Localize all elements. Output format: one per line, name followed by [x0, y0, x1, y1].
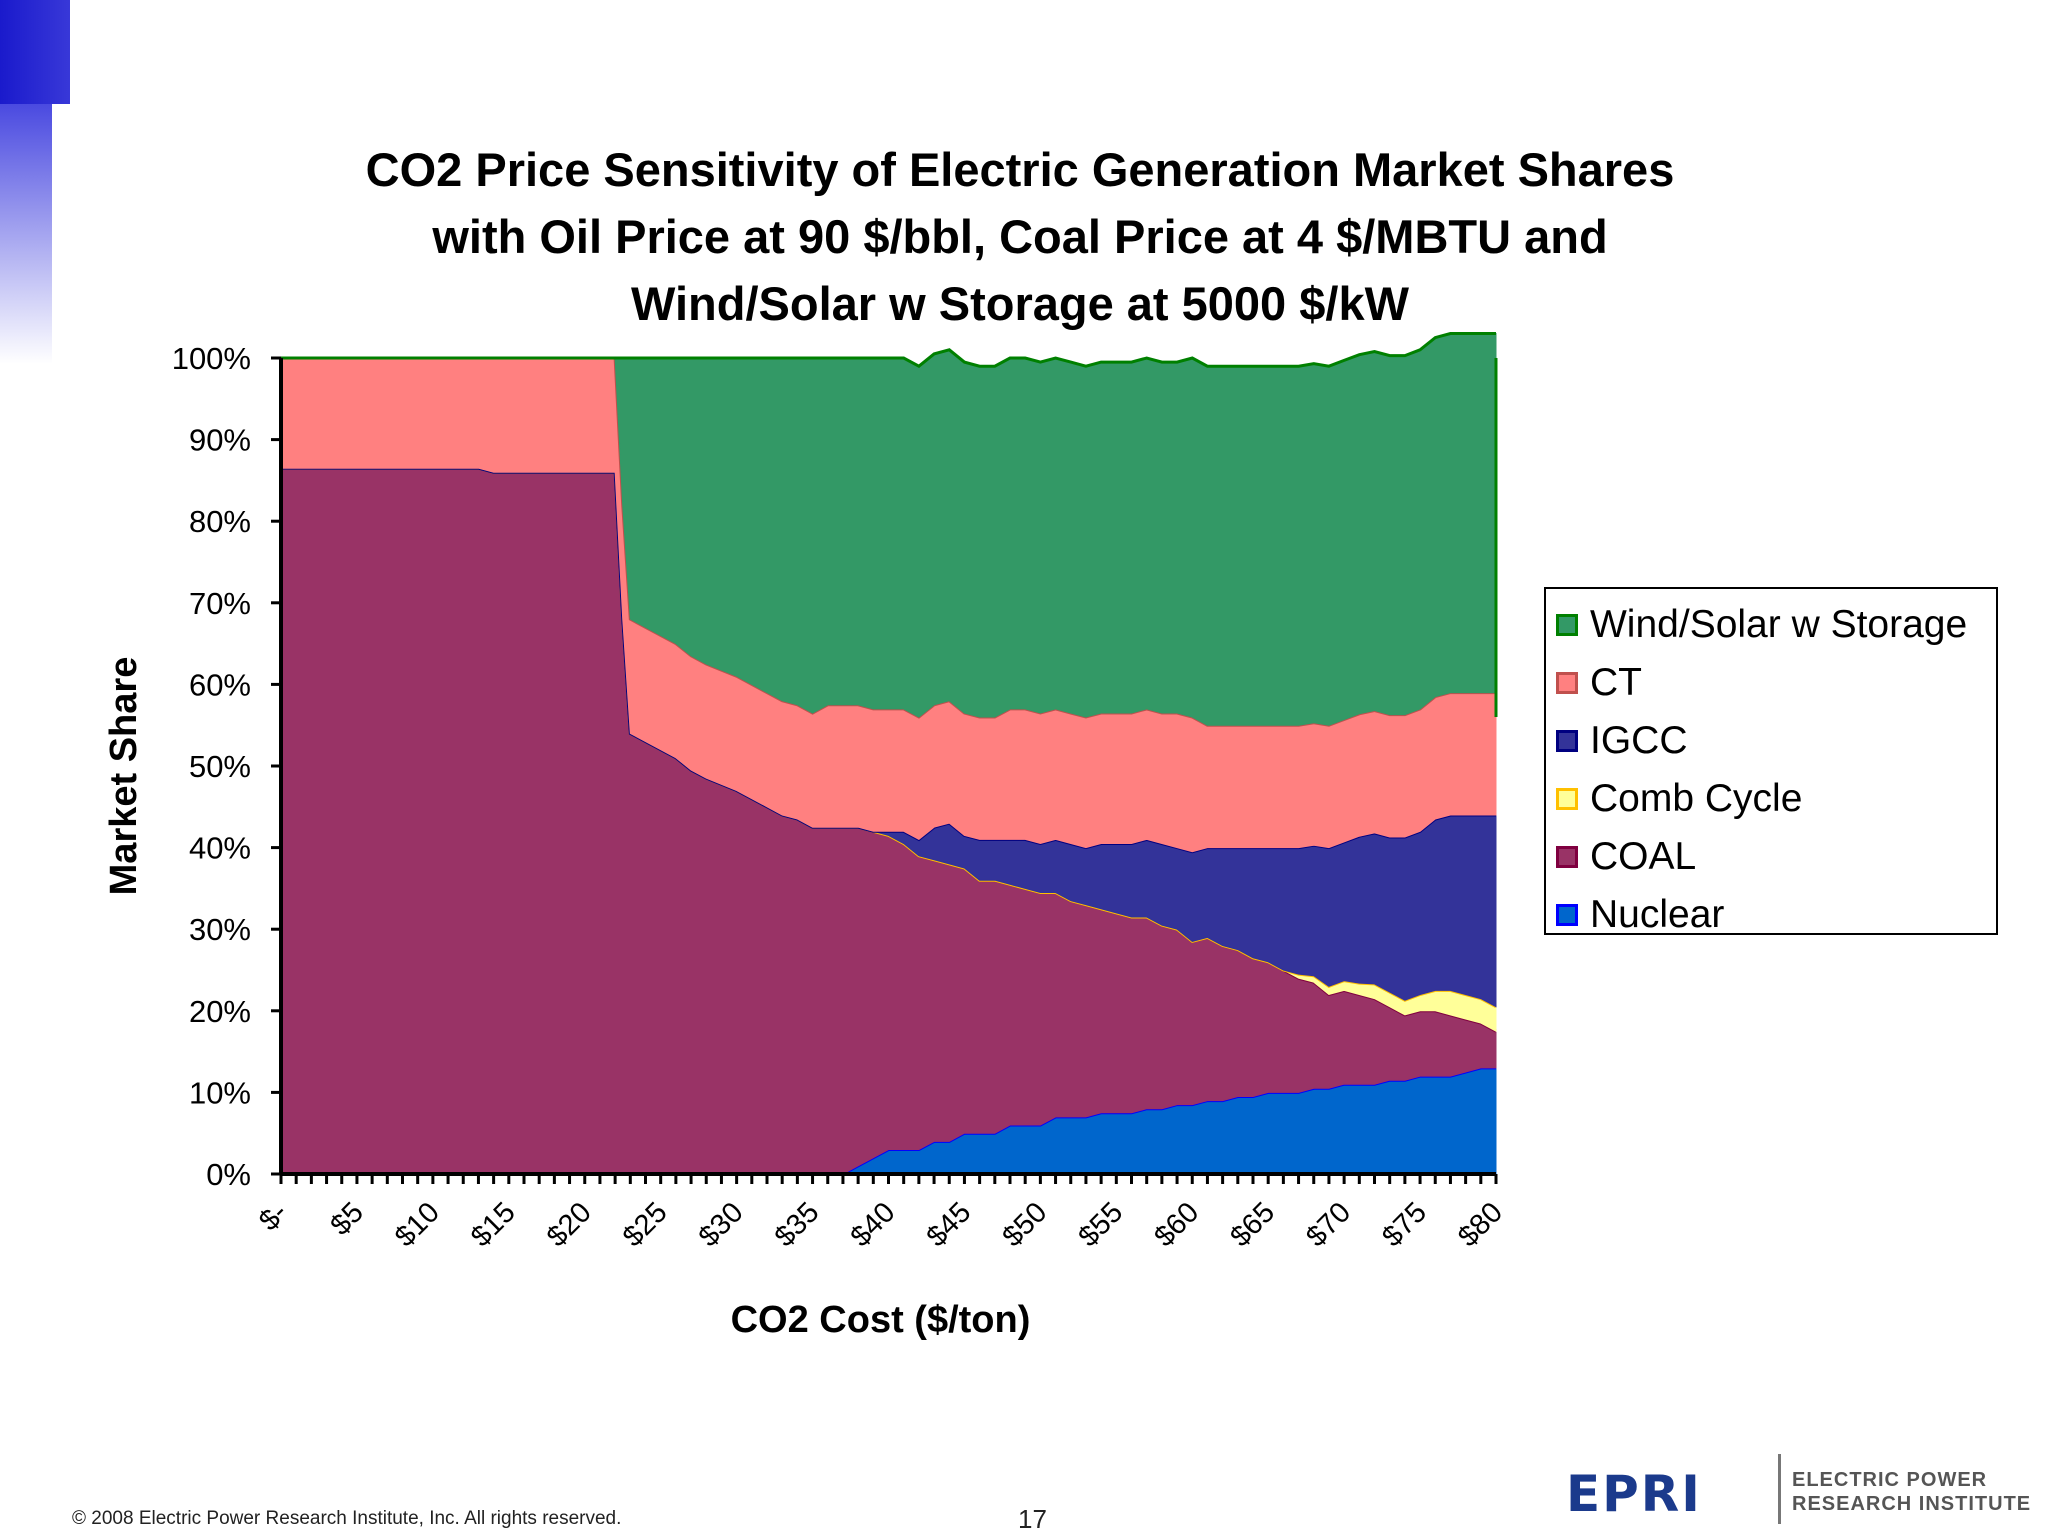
legend-item-wind-solar: Wind/Solar w Storage — [1556, 599, 1967, 651]
x-tick-label: $55 — [1072, 1196, 1129, 1253]
x-tick-label: $50 — [996, 1196, 1053, 1253]
legend-label-ct: CT — [1590, 661, 1642, 704]
y-tick-label: 10% — [189, 1075, 251, 1110]
y-tick-label: 20% — [189, 994, 251, 1029]
logo-text: ELECTRIC POWER RESEARCH INSTITUTE — [1792, 1468, 2031, 1516]
x-tick-label: $30 — [693, 1196, 750, 1253]
legend-item-nuclear: Nuclear — [1556, 889, 1724, 941]
chart-title-line-3: Wind/Solar w Storage at 5000 $/kW — [631, 277, 1409, 330]
chart-title: CO2 Price Sensitivity of Electric Genera… — [230, 136, 1810, 337]
x-tick-label: $5 — [324, 1196, 369, 1241]
x-tick-label: $70 — [1300, 1196, 1357, 1253]
legend-swatch-igcc — [1556, 730, 1578, 752]
y-tick-label: 80% — [189, 504, 251, 539]
legend-label-comb-cycle: Comb Cycle — [1590, 777, 1803, 820]
legend-item-igcc: IGCC — [1556, 715, 1688, 767]
legend-swatch-comb-cycle — [1556, 788, 1578, 810]
legend-label-wind-solar: Wind/Solar w Storage — [1590, 603, 1968, 646]
chart-legend: Wind/Solar w Storage CT IGCC Comb Cycle … — [1544, 587, 1998, 936]
legend-label-coal: COAL — [1590, 835, 1697, 878]
x-tick-label: $40 — [845, 1196, 902, 1253]
x-tick-label: $15 — [465, 1196, 522, 1253]
chart-title-line-2: with Oil Price at 90 $/bbl, Coal Price a… — [432, 210, 1608, 263]
legend-label-igcc: IGCC — [1590, 719, 1688, 762]
y-axis-title: Market Share — [103, 657, 145, 896]
legend-item-ct: CT — [1556, 657, 1642, 709]
logo-text-line-2: RESEARCH INSTITUTE — [1792, 1493, 2032, 1515]
x-tick-label: $45 — [921, 1196, 978, 1253]
corner-accent-bar — [0, 0, 70, 104]
y-tick-label: 50% — [189, 749, 251, 784]
y-tick-label: 70% — [189, 586, 251, 621]
x-axis-title: CO2 Cost ($/ton) — [731, 1299, 1031, 1341]
x-tick-label: $65 — [1224, 1196, 1281, 1253]
epri-logo: EPRI ELECTRIC POWER RESEARCH INSTITUTE — [1566, 1454, 2030, 1524]
page-number: 17 — [1018, 1504, 1047, 1534]
y-tick-label: 40% — [189, 831, 251, 866]
legend-item-coal: COAL — [1556, 831, 1696, 883]
logo-divider — [1778, 1454, 1781, 1524]
legend-swatch-wind-solar — [1556, 614, 1578, 636]
side-accent-bar — [0, 104, 52, 364]
y-tick-label: 60% — [189, 667, 251, 702]
legend-label-nuclear: Nuclear — [1590, 893, 1725, 936]
y-tick-label: 0% — [206, 1157, 251, 1192]
x-tick-label: $80 — [1452, 1196, 1509, 1253]
chart-title-line-1: CO2 Price Sensitivity of Electric Genera… — [365, 143, 1675, 196]
y-tick-label: 100% — [172, 341, 251, 376]
legend-item-comb-cycle: Comb Cycle — [1556, 773, 1802, 825]
x-tick-label: $75 — [1376, 1196, 1433, 1253]
legend-swatch-coal — [1556, 846, 1578, 868]
legend-swatch-nuclear — [1556, 904, 1578, 926]
x-tick-label: $25 — [617, 1196, 674, 1253]
x-tick-label: $20 — [541, 1196, 598, 1253]
copyright-text: © 2008 Electric Power Research Institute… — [72, 1508, 622, 1529]
legend-swatch-ct — [1556, 672, 1578, 694]
x-tick-label: $- — [253, 1196, 294, 1237]
y-tick-label: 90% — [189, 423, 251, 458]
epri-logo-mark: EPRI — [1566, 1465, 1702, 1523]
boundary-wind-solar-w-storage — [281, 332, 1496, 368]
x-tick-label: $35 — [769, 1196, 826, 1253]
x-tick-label: $60 — [1148, 1196, 1205, 1253]
y-tick-label: 30% — [189, 912, 251, 947]
x-tick-label: $10 — [389, 1196, 446, 1253]
logo-text-line-1: ELECTRIC POWER — [1792, 1469, 1988, 1491]
